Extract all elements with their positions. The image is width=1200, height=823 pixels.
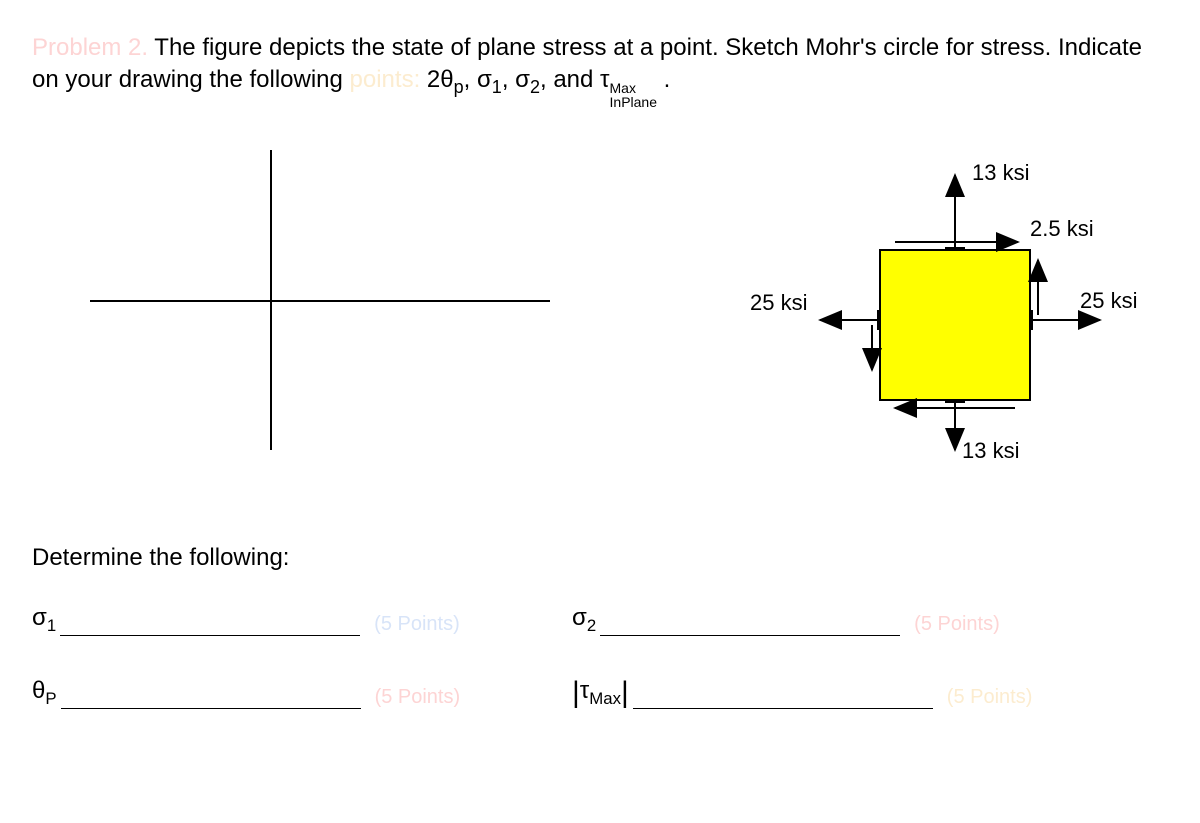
determine-title: Determine the following: bbox=[32, 544, 1168, 572]
hint-4: (5 Points) bbox=[947, 686, 1033, 709]
blank-line bbox=[633, 689, 933, 709]
answer-thetap: θP (5 Points) bbox=[32, 672, 572, 709]
stress-element-svg: 13 ksi 13 ksi 25 ksi 25 ksi 2.5 ksi bbox=[740, 150, 1180, 470]
label-thetap: θP bbox=[32, 677, 57, 709]
label-sigma1: σ1 bbox=[32, 604, 56, 636]
problem-prompt: Problem 2. The figure depicts the state … bbox=[32, 32, 1168, 99]
blank-line bbox=[60, 616, 360, 636]
label-tau: 2.5 ksi bbox=[1030, 216, 1094, 241]
hint-2: (5 Points) bbox=[914, 613, 1000, 636]
determine-section: Determine the following: σ1 (5 Points) σ… bbox=[32, 544, 1168, 572]
label-taumax: |τMax| bbox=[572, 672, 629, 709]
prompt-sigma2a: , σ bbox=[502, 66, 530, 93]
prompt-andtau: , and τ bbox=[540, 66, 610, 93]
label-sigma-y-top: 13 ksi bbox=[972, 160, 1029, 185]
answer-row-2: θP (5 Points) |τMax| (5 Points) bbox=[32, 672, 1168, 709]
prompt-period: . bbox=[657, 66, 670, 93]
blank-line bbox=[61, 689, 361, 709]
answer-row-1: σ1 (5 Points) σ2 (5 Points) bbox=[32, 604, 1168, 636]
answer-taumax: |τMax| (5 Points) bbox=[572, 672, 1112, 709]
hint-3: (5 Points) bbox=[375, 686, 461, 709]
sub-1: 1 bbox=[492, 77, 502, 97]
sub-2: 2 bbox=[530, 77, 540, 97]
answer-sigma1: σ1 (5 Points) bbox=[32, 604, 572, 636]
prompt-2theta: 2θ bbox=[427, 66, 454, 93]
sub-p: p bbox=[454, 77, 464, 97]
blank-line bbox=[600, 616, 900, 636]
answers-grid: σ1 (5 Points) σ2 (5 Points) θP (5 Points… bbox=[32, 604, 1168, 745]
answer-sigma2: σ2 (5 Points) bbox=[572, 604, 1112, 636]
stress-element-diagram: 13 ksi 13 ksi 25 ksi 25 ksi 2.5 ksi bbox=[740, 150, 1180, 470]
sub-max-inplane: Max InPlane bbox=[610, 81, 657, 109]
vertical-axis bbox=[270, 150, 272, 450]
prompt-redacted-prefix: Problem 2. bbox=[32, 34, 148, 61]
mohrs-circle-axes bbox=[90, 150, 550, 450]
label-sigma-y-bottom: 13 ksi bbox=[962, 438, 1019, 463]
stress-square bbox=[880, 250, 1030, 400]
label-sigma2: σ2 bbox=[572, 604, 596, 636]
prompt-redacted-mid: points: bbox=[350, 66, 421, 93]
horizontal-axis bbox=[90, 300, 550, 302]
prompt-sigma1a: , σ bbox=[464, 66, 492, 93]
label-sigma-x-left: 25 ksi bbox=[750, 290, 807, 315]
label-sigma-x-right: 25 ksi bbox=[1080, 288, 1137, 313]
hint-1: (5 Points) bbox=[374, 613, 460, 636]
